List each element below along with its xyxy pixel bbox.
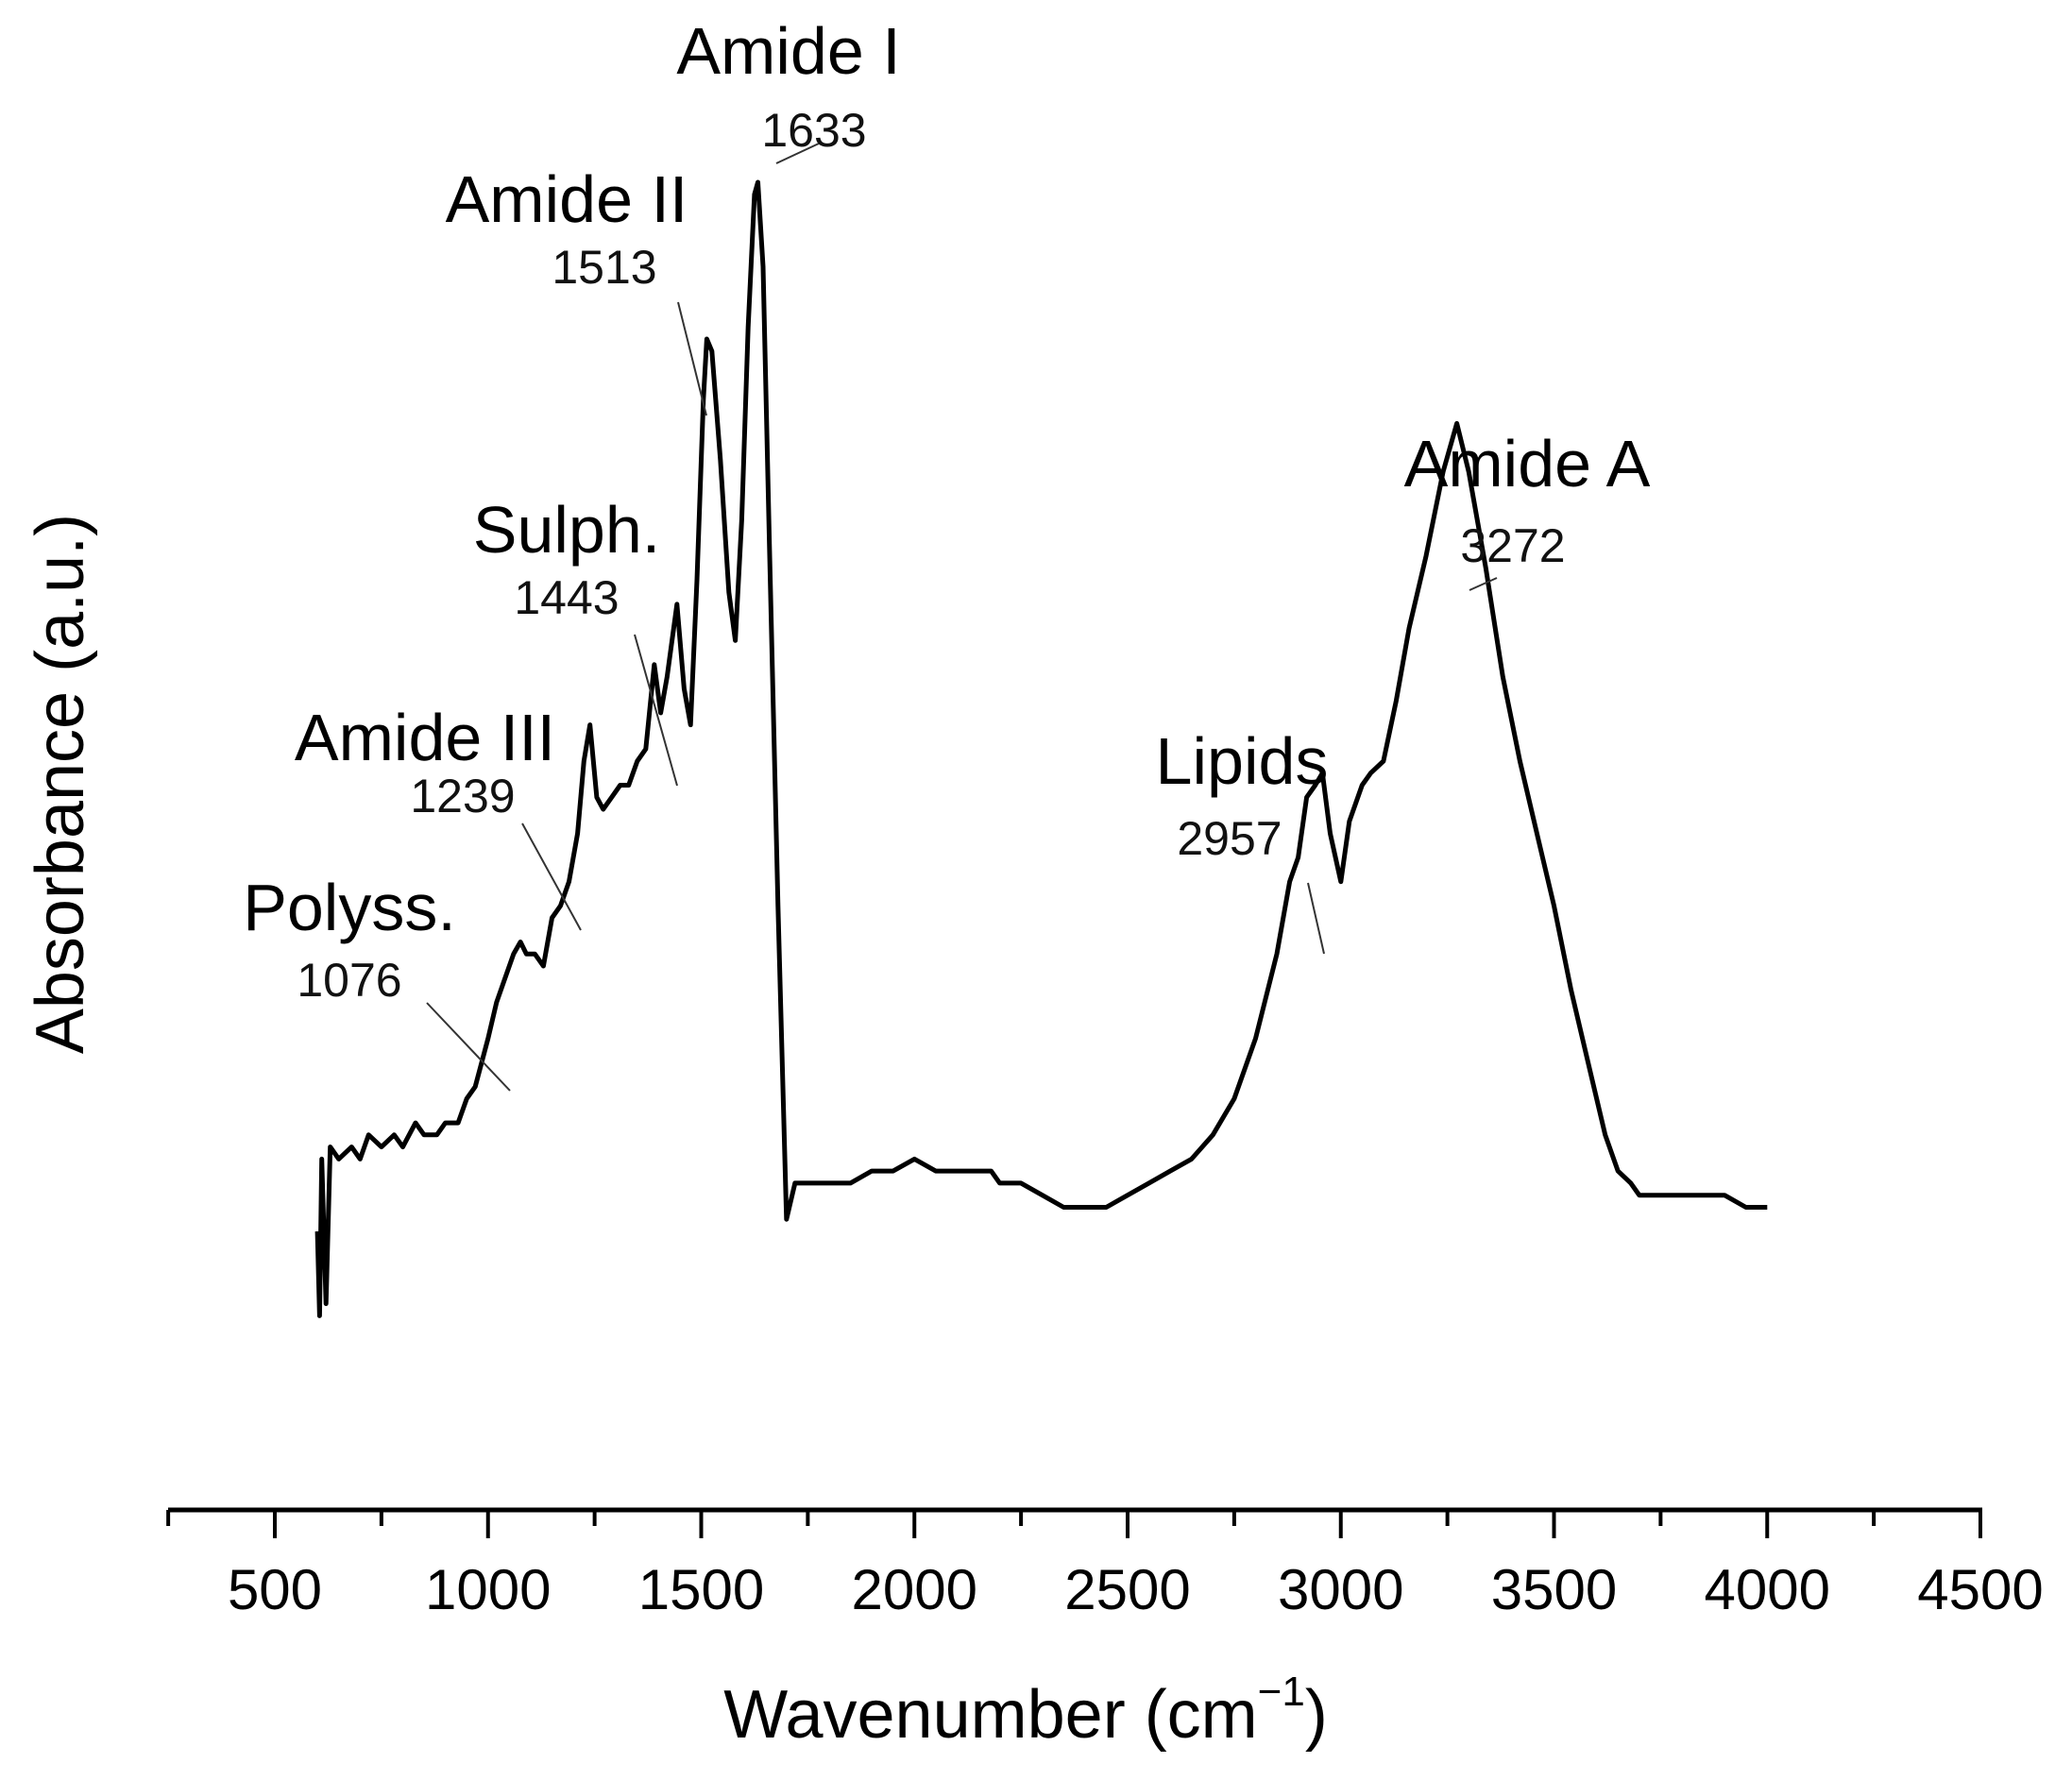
annotation-amide-a: Amide A 3272 xyxy=(1404,427,1651,591)
x-tick-label: 2000 xyxy=(852,1558,977,1621)
annotation-label: Amide III xyxy=(295,701,555,774)
annotation-lipids: Lipids 2957 xyxy=(1156,724,1329,955)
annotation-leader-line xyxy=(677,301,707,416)
annotation-leader-line xyxy=(634,634,678,787)
x-tick-label: 4500 xyxy=(1917,1558,2043,1621)
x-axis-title: Wavenumber (cm−1) xyxy=(723,1669,1328,1753)
annotation-label: Amide II xyxy=(446,162,688,236)
annotation-value: 1443 xyxy=(514,571,619,624)
annotation-polyss: Polyss. 1076 xyxy=(243,871,511,1092)
x-axis-tick-labels: 500 1000 1500 2000 2500 3000 3500 4000 4500 xyxy=(228,1558,2044,1621)
annotation-label: Polyss. xyxy=(243,871,456,944)
annotation-leader-line xyxy=(426,1002,511,1092)
annotation-value: 3272 xyxy=(1460,519,1565,572)
annotation-leader-line xyxy=(1469,577,1498,591)
annotation-leader-line xyxy=(775,143,820,164)
annotation-value: 1239 xyxy=(410,770,515,822)
annotation-leader-line xyxy=(521,822,582,931)
x-tick-label: 4000 xyxy=(1705,1558,1830,1621)
x-tick-label: 1500 xyxy=(638,1558,764,1621)
annotation-label: Amide A xyxy=(1404,427,1651,500)
x-tick-label: 3000 xyxy=(1278,1558,1403,1621)
annotation-sulph: Sulph.1443 xyxy=(473,493,678,787)
annotation-label: Amide I xyxy=(676,14,900,88)
x-tick-label: 500 xyxy=(228,1558,322,1621)
x-tick-label: 2500 xyxy=(1064,1558,1190,1621)
x-axis-ticks xyxy=(166,1510,1982,1538)
spectrum-line xyxy=(314,179,1768,1318)
annotation-label: Sulph. xyxy=(473,493,660,567)
annotation-value: 2957 xyxy=(1177,812,1282,865)
annotation-value: 1513 xyxy=(552,241,656,294)
annotation-leader-line xyxy=(1307,882,1325,955)
x-tick-label: 1000 xyxy=(425,1558,551,1621)
x-axis: 500 1000 1500 2000 2500 3000 3500 4000 4500 xyxy=(166,1507,2044,1621)
y-axis-title: Absorbance (a.u.) xyxy=(23,514,98,1054)
annotation-amide-i: Amide I 1633 xyxy=(676,14,901,164)
annotation-label: Lipids xyxy=(1156,724,1329,798)
annotation-value: 1633 xyxy=(761,104,866,157)
annotation-value: 1076 xyxy=(297,954,401,1007)
x-tick-label: 3500 xyxy=(1491,1558,1617,1621)
